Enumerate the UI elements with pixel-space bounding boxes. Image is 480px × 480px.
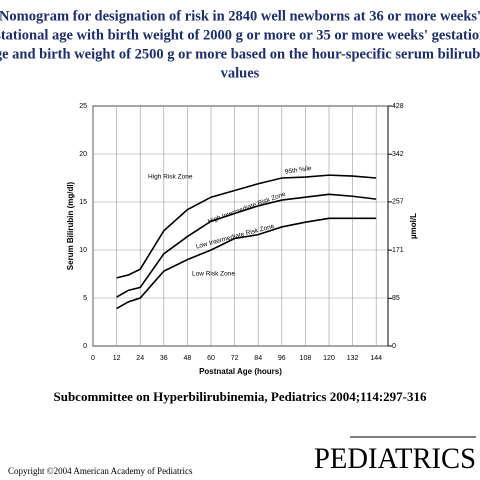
y-tick-label: 5 [83, 295, 87, 302]
percentile-line [116, 193, 377, 298]
x-tick-label: 48 [184, 355, 192, 362]
copyright: Copyright ©2004 American Academy of Pedi… [8, 466, 193, 476]
chart-title: Nomogram for designation of risk in 2840… [0, 8, 480, 24]
x-tick-label: 84 [254, 355, 262, 362]
x-tick-label: 12 [113, 355, 121, 362]
x-tick-label: 72 [231, 355, 239, 362]
x-tick-label: 144 [370, 355, 382, 362]
chart-title: values [221, 65, 260, 81]
x-tick-label: 60 [207, 355, 215, 362]
zone-label: Low Risk Zone [192, 271, 235, 278]
y-tick-label: 0 [83, 343, 87, 350]
y2-axis-title: µmol/L [409, 213, 418, 239]
chart-title: gestational age with birth weight of 200… [0, 27, 480, 43]
citation: Subcommittee on Hyperbilirubinemia, Pedi… [53, 389, 427, 404]
percentile-line [116, 174, 377, 279]
y2-tick-label: 257 [392, 199, 404, 206]
chart-title: age and birth weight of 2500 g or more b… [0, 46, 480, 62]
zone-label: High Risk Zone [148, 174, 193, 181]
y2-tick-label: 171 [392, 247, 404, 254]
y2-tick-label: 428 [392, 103, 404, 110]
x-tick-label: 0 [91, 355, 95, 362]
y-tick-label: 15 [79, 199, 87, 206]
logo: PEDIATRICS [314, 442, 476, 475]
zone-label: 95th %ile [285, 165, 313, 176]
zone-label: High Intermediate Risk Zone [207, 191, 287, 226]
y2-tick-label: 85 [392, 295, 400, 302]
x-axis-title: Postnatal Age (hours) [199, 367, 282, 376]
y2-tick-label: 342 [392, 151, 404, 158]
zone-label: Low Intermediate Risk Zone [195, 223, 275, 251]
y-tick-label: 25 [79, 103, 87, 110]
x-tick-label: 108 [300, 355, 312, 362]
y-axis-title: Serum Bilirubin (mg/dl) [66, 181, 75, 270]
x-tick-label: 96 [278, 355, 286, 362]
x-tick-label: 24 [136, 355, 144, 362]
y-tick-label: 10 [79, 247, 87, 254]
x-tick-label: 120 [323, 355, 335, 362]
percentile-line [116, 217, 377, 310]
x-tick-label: 36 [160, 355, 168, 362]
plot-frame [92, 105, 389, 347]
y-tick-label: 20 [79, 151, 87, 158]
x-tick-label: 132 [347, 355, 359, 362]
y2-tick-label: 0 [392, 343, 396, 350]
